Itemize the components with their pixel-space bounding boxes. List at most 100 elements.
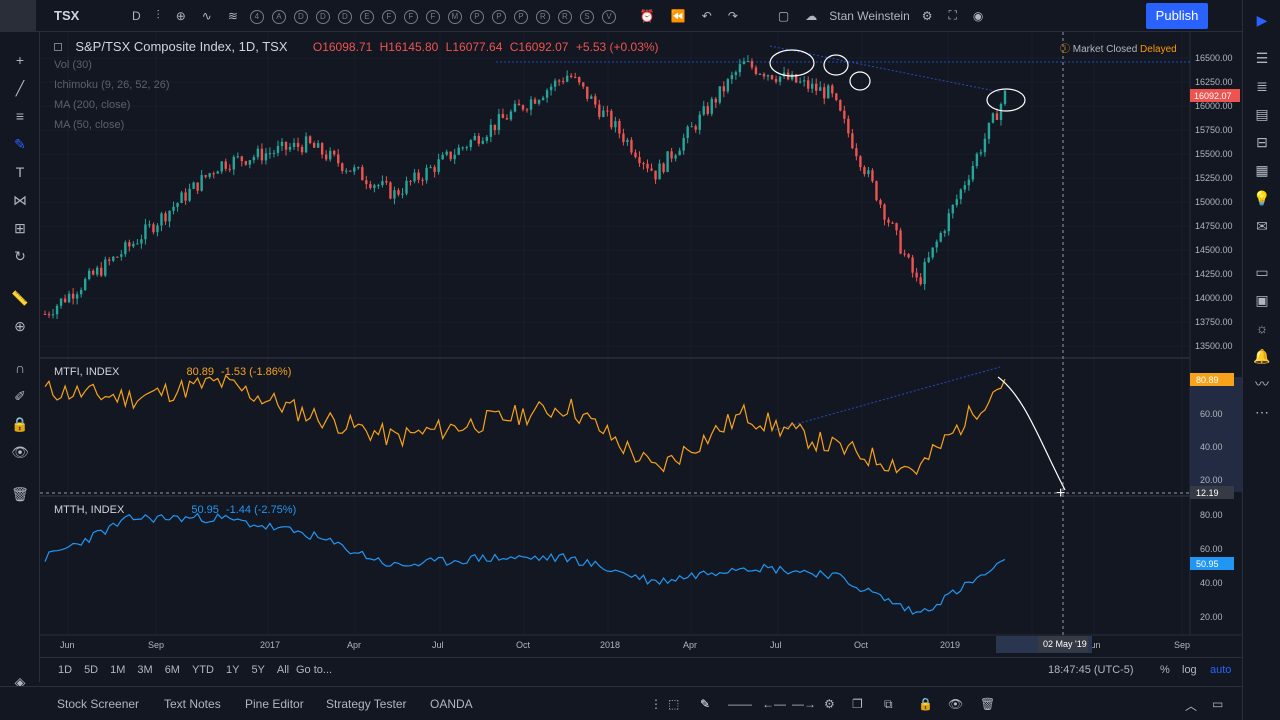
range-button[interactable]: 5D (84, 664, 99, 676)
percent-toggle[interactable]: % (1160, 664, 1170, 676)
main-title[interactable]: S&P/TSX Composite Index, 1D, TSX (75, 39, 288, 54)
pen-icon[interactable]: ✎ (700, 697, 711, 711)
fib-icon[interactable]: ≡ (15, 108, 25, 124)
tab-text-notes[interactable]: Text Notes (164, 697, 221, 711)
indicator-template-button[interactable]: R (535, 9, 550, 24)
settings-icon[interactable]: ⚙ (921, 8, 933, 23)
zoom-icon[interactable]: ⊕ (14, 318, 26, 334)
range-button[interactable]: All (276, 664, 290, 676)
bell-icon[interactable]: 🔔 (1253, 348, 1271, 364)
indicator-item[interactable]: Vol (30) (54, 59, 92, 71)
range-button[interactable]: 5Y (251, 664, 265, 676)
chart-type-icon[interactable]: ⫶ (156, 8, 160, 22)
indicator-template-button[interactable]: S (579, 9, 594, 24)
data-window-icon[interactable]: ▤ (1255, 106, 1269, 122)
chat-icon[interactable]: ✉ (1256, 218, 1268, 234)
indicator-template-button[interactable]: V (601, 9, 616, 24)
tab-oanda[interactable]: OANDA (430, 697, 473, 711)
clone-icon[interactable]: ⧉ (884, 697, 893, 711)
trash-icon[interactable]: 🗑 (980, 697, 996, 711)
camera-icon[interactable]: ◉ (972, 8, 984, 23)
redo-icon[interactable]: ↷ (727, 8, 738, 23)
chart-svg[interactable]: 16500.00 16250.00 16000.00 15750.00 15500.00… (40, 32, 1242, 655)
indicator-template-button[interactable]: D (315, 9, 330, 24)
mtth-name[interactable]: MTTH, INDEX (54, 504, 125, 516)
indicator-template-button[interactable]: P (469, 9, 484, 24)
pattern-icon[interactable]: ⋈ (13, 192, 27, 208)
log-toggle[interactable]: log (1182, 664, 1197, 676)
range-button[interactable]: 3M (137, 664, 153, 676)
lock-icon[interactable]: 🔒 (918, 697, 933, 711)
visibility-icon[interactable]: 👁 (948, 697, 964, 711)
ideas-icon[interactable]: 💡 (1253, 190, 1271, 206)
settings-icon[interactable]: ⚙ (824, 697, 835, 711)
trendline-icon[interactable]: ╱ (15, 80, 25, 96)
news-icon[interactable]: ▭ (1255, 264, 1269, 280)
indicator-item[interactable]: MA (50, close) (54, 119, 125, 131)
copy-icon[interactable]: ❐ (852, 697, 863, 711)
bulb-icon[interactable]: ☼ (1255, 320, 1269, 336)
indicator-template-button[interactable]: D (293, 9, 308, 24)
text-icon[interactable]: T (15, 164, 25, 180)
indicator-template-button[interactable]: F (381, 9, 396, 24)
indicator-template-button[interactable]: P (491, 9, 506, 24)
indicator-template-button[interactable]: 4 (249, 9, 264, 24)
ruler-icon[interactable]: 📏 (11, 290, 29, 306)
indicator-template-button[interactable]: M (447, 9, 462, 24)
expand-icon[interactable]: ︿ (1185, 699, 1198, 713)
goto-button[interactable]: Go to... (296, 664, 333, 676)
indicator-template-button[interactable]: E (359, 9, 374, 24)
mtfi-name[interactable]: MTFI, INDEX (54, 366, 120, 378)
indicator-template-button[interactable]: F (403, 9, 418, 24)
layers-icon[interactable]: ◈ (14, 674, 26, 690)
range-button[interactable]: 1M (110, 664, 126, 676)
layout-icon[interactable]: ▢ (777, 8, 790, 23)
stay-drawing-icon[interactable]: ✐ (14, 388, 26, 404)
compare-icon[interactable]: ⊕ (175, 8, 186, 23)
alerts-list-icon[interactable]: ≣ (1256, 78, 1268, 94)
chart-area[interactable]: 16500.00 16250.00 16000.00 15750.00 15500.00… (40, 32, 1242, 655)
auto-toggle[interactable]: auto (1210, 664, 1232, 676)
tab-strategy-tester[interactable]: Strategy Tester (326, 697, 407, 711)
indicator-template-button[interactable]: A (271, 9, 286, 24)
publish-button[interactable]: Publish (1146, 3, 1208, 29)
indicator-template-button[interactable]: F (425, 9, 440, 24)
eye-icon[interactable]: 👁 (11, 444, 29, 460)
tab-pine-editor[interactable]: Pine Editor (245, 697, 304, 711)
line-icon[interactable]: ∿ (201, 8, 212, 23)
user-name[interactable]: Stan Weinstein (829, 8, 910, 23)
indicator-item[interactable]: MA (200, close) (54, 99, 131, 111)
more-icon[interactable]: ⋯ (1255, 404, 1269, 420)
range-button[interactable]: 1Y (225, 664, 240, 676)
brush-icon[interactable]: ✎ (14, 136, 26, 152)
range-button[interactable]: 1D (58, 664, 73, 676)
range-button[interactable]: YTD (191, 664, 214, 676)
user-avatar[interactable] (0, 0, 36, 32)
maximize-icon[interactable]: ▭ (1212, 697, 1224, 711)
indicators-icon[interactable]: ≋ (227, 8, 238, 23)
crosshair-icon[interactable]: + (15, 52, 25, 68)
arrow-right-icon[interactable]: —→ (792, 697, 816, 711)
tab-stock-screener[interactable]: Stock Screener (57, 697, 140, 711)
magnet-icon[interactable]: ∩ (14, 360, 26, 376)
hotlist-icon[interactable]: ⊟ (1256, 134, 1268, 150)
play-icon[interactable]: ▶ (1256, 12, 1268, 28)
symbol-search[interactable]: TSX (54, 8, 80, 23)
trash-icon[interactable]: 🗑 (11, 486, 29, 502)
calendar-icon[interactable]: ▦ (1255, 162, 1269, 178)
indicator-template-button[interactable]: R (557, 9, 572, 24)
chart-icon[interactable]: 〰 (1255, 376, 1269, 392)
replay-icon[interactable]: ⏪ (670, 8, 686, 23)
alert-icon[interactable]: ⏰ (639, 8, 655, 23)
indicator-item[interactable]: Ichimoku (9, 26, 52, 26) (54, 79, 170, 91)
indicator-template-button[interactable]: D (337, 9, 352, 24)
range-button[interactable]: 6M (164, 664, 180, 676)
prediction-icon[interactable]: ⊞ (14, 220, 26, 236)
drag-handle-icon[interactable]: ⋮ (650, 697, 662, 711)
line-style-icon[interactable]: —— (728, 697, 752, 711)
indicator-template-button[interactable]: P (513, 9, 528, 24)
arrow-left-icon[interactable]: ←— (762, 697, 786, 711)
lock-icon[interactable]: 🔒 (11, 416, 29, 432)
watchlist-icon[interactable]: ☰ (1255, 50, 1269, 66)
fullscreen-icon[interactable]: ⛶ (948, 8, 957, 22)
